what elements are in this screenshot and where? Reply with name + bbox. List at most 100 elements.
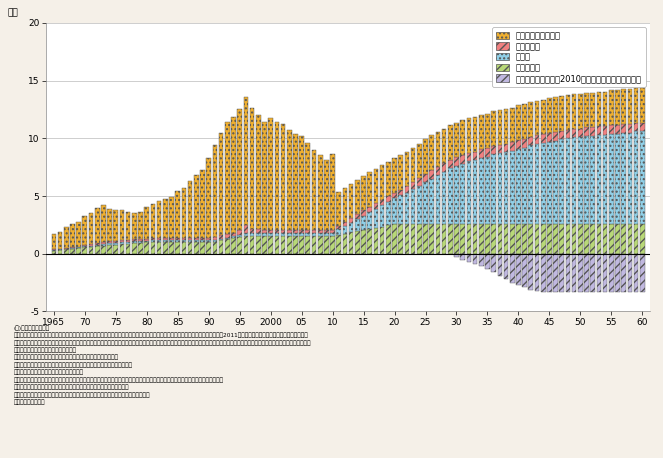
Bar	[547, 142, 552, 224]
Bar	[243, 97, 248, 224]
Bar	[151, 240, 155, 242]
Bar	[417, 178, 422, 185]
Bar	[293, 134, 298, 230]
Bar	[293, 233, 298, 236]
Bar	[404, 152, 409, 186]
Bar	[132, 239, 137, 241]
Bar	[119, 242, 124, 244]
Bar	[566, 138, 570, 224]
Bar	[169, 238, 174, 240]
Bar	[504, 224, 509, 254]
Bar	[374, 209, 379, 228]
Bar	[126, 244, 131, 254]
Bar	[522, 254, 527, 287]
Bar	[306, 143, 310, 230]
Bar	[64, 227, 68, 248]
Bar	[392, 193, 397, 198]
Bar	[380, 205, 385, 227]
Bar	[528, 145, 533, 224]
Bar	[318, 233, 322, 236]
Bar	[640, 88, 644, 123]
Bar	[250, 108, 255, 229]
Bar	[628, 132, 633, 224]
Bar	[274, 233, 279, 236]
Bar	[113, 210, 118, 241]
Bar	[584, 254, 589, 292]
Bar	[621, 132, 626, 224]
Bar	[151, 238, 155, 240]
Bar	[188, 180, 192, 238]
Bar	[454, 158, 459, 166]
Bar	[367, 172, 372, 207]
Bar	[231, 238, 236, 254]
Bar	[584, 127, 589, 136]
Bar	[262, 233, 267, 236]
Bar	[621, 124, 626, 132]
Bar	[528, 224, 533, 254]
Bar	[404, 224, 409, 254]
Bar	[213, 237, 217, 240]
Bar	[52, 234, 56, 250]
Bar	[269, 236, 273, 254]
Bar	[336, 226, 341, 229]
Bar	[442, 129, 446, 163]
Bar	[386, 225, 391, 254]
Bar	[398, 196, 403, 224]
Bar	[572, 137, 577, 224]
Bar	[200, 238, 205, 240]
Bar	[330, 233, 335, 236]
Bar	[497, 153, 502, 224]
Bar	[430, 179, 434, 224]
Bar	[621, 224, 626, 254]
Bar	[609, 125, 614, 134]
Bar	[584, 136, 589, 224]
Bar	[287, 230, 292, 233]
Bar	[541, 224, 546, 254]
Bar	[541, 100, 546, 134]
Bar	[528, 254, 533, 289]
Bar	[442, 163, 446, 172]
Bar	[497, 224, 502, 254]
Bar	[603, 135, 607, 224]
Bar	[119, 244, 124, 254]
Bar	[584, 224, 589, 254]
Bar	[547, 133, 552, 142]
Bar	[367, 207, 372, 212]
Bar	[280, 233, 285, 236]
Bar	[194, 240, 199, 242]
Bar	[126, 212, 131, 240]
Bar	[448, 125, 453, 160]
Bar	[479, 224, 483, 254]
Bar	[287, 233, 292, 236]
Bar	[572, 224, 577, 254]
Bar	[200, 242, 205, 254]
Bar	[609, 254, 614, 292]
Bar	[361, 230, 366, 254]
Bar	[70, 249, 75, 254]
Bar	[324, 160, 329, 230]
Bar	[349, 184, 353, 218]
Bar	[231, 236, 236, 238]
Bar	[349, 223, 353, 232]
Bar	[355, 231, 360, 254]
Bar	[516, 140, 520, 149]
Bar	[404, 192, 409, 224]
Bar	[510, 142, 514, 151]
Bar	[417, 143, 422, 178]
Bar	[163, 238, 168, 240]
Bar	[188, 238, 192, 240]
Bar	[139, 213, 143, 239]
Bar	[448, 224, 453, 254]
Bar	[324, 233, 329, 236]
Bar	[82, 245, 87, 246]
Bar	[76, 247, 81, 248]
Bar	[151, 242, 155, 254]
Bar	[225, 239, 229, 254]
Bar	[107, 241, 112, 244]
Bar	[231, 233, 236, 236]
Bar	[386, 196, 391, 202]
Text: (注)推計方法について
　国土交通省所管の８分野（道路、港湾、空港、公共賃貸住宅、下水道、都市公园、治水、海岸）の直轄・補助・地単事業を対象に、2011年度以降: (注)推計方法について 国土交通省所管の８分野（道路、港湾、空港、公共賃貸住宅、…	[13, 325, 311, 405]
Bar	[82, 247, 87, 254]
Bar	[176, 240, 180, 242]
Bar	[628, 254, 633, 292]
